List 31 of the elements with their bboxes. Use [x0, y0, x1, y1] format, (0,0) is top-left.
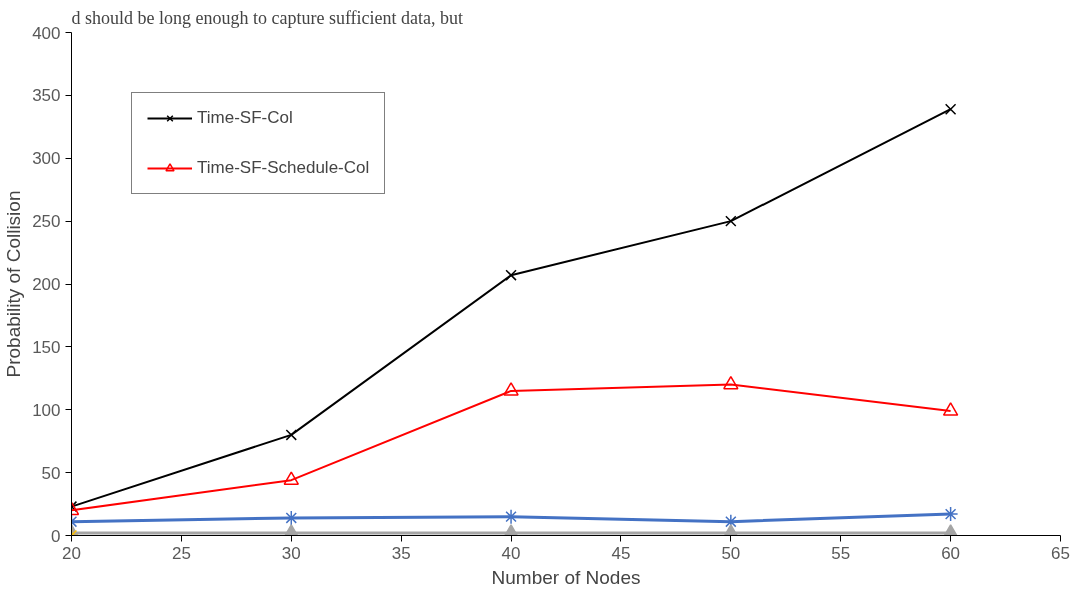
x-tick-label: 30 [281, 543, 301, 563]
x-tick-label: 50 [721, 543, 741, 563]
y-tick-label: 300 [32, 149, 61, 169]
y-axis-title: Probability of Collision [3, 190, 25, 378]
y-tick-label: 350 [32, 86, 61, 106]
x-axis-title: Number of Nodes [491, 566, 641, 588]
point [944, 103, 957, 115]
y-tick-label: 100 [32, 400, 61, 420]
x-tick-label: 65 [1051, 543, 1070, 563]
legend-label: Time-SF-Col [197, 108, 294, 128]
point [723, 375, 739, 390]
x-tick-label: 25 [171, 543, 191, 563]
point [505, 269, 517, 281]
y-tick-label: 200 [32, 275, 61, 294]
point [503, 382, 519, 396]
x-tick-label: 55 [831, 543, 851, 563]
y-tick-label: 150 [32, 337, 61, 357]
x-tick-label: 45 [611, 543, 631, 563]
x-tick-label: 20 [62, 543, 81, 563]
y-tick-label: 250 [32, 212, 61, 232]
legend-label: Time-SF-Schedule-Col [197, 158, 370, 178]
point [283, 471, 300, 485]
y-tick-label: 50 [41, 463, 61, 483]
text: d should be long enough to capture sufficient data, but [71, 7, 464, 28]
x-tick-label: 40 [501, 543, 521, 563]
point [725, 215, 737, 227]
point [942, 402, 959, 416]
x-tick-label: 60 [941, 543, 961, 563]
x-tick-label: 35 [391, 543, 411, 563]
y-tick-label: 0 [51, 526, 61, 546]
y-tick-label: 400 [32, 23, 61, 43]
